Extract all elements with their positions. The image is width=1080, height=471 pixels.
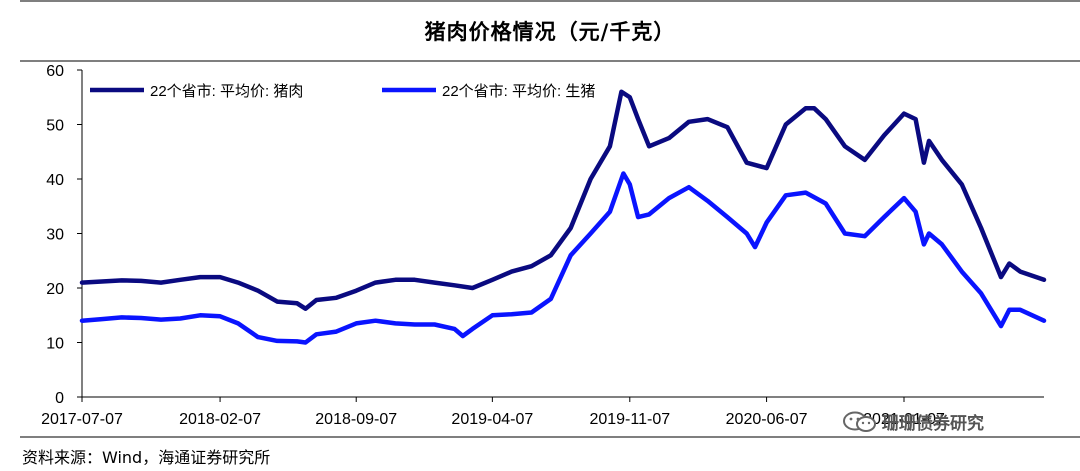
footer-divider: [20, 436, 1080, 438]
source-note: 资料来源：Wind，海通证券研究所: [22, 448, 271, 467]
y-tick-label: 60: [46, 63, 64, 80]
y-tick-label: 20: [46, 281, 64, 298]
series-line-1: [79, 89, 1047, 311]
x-tick-label: 2018-09-07: [315, 411, 397, 428]
series-line-2: [79, 171, 1047, 345]
y-tick-label: 30: [46, 227, 64, 244]
y-tick-label: 0: [55, 390, 64, 407]
wechat-icon: [843, 411, 876, 432]
x-tick-label: 2018-02-07: [179, 411, 261, 428]
legend-label-1: 22个省市: 平均价: 猪肉: [150, 83, 303, 100]
watermark-text: 珊珊债券研究: [882, 414, 984, 434]
watermark: 珊珊债券研究: [842, 409, 984, 434]
x-tick-label: 2021-01-07: [863, 411, 945, 428]
y-tick-label: 40: [46, 172, 64, 189]
y-tick-label: 10: [46, 336, 64, 353]
chart-area: 0 10 20 30 40 50 60 2017-07-07 2018-02-07 2018-09…: [0, 62, 1080, 437]
x-tick-label: 2019-04-07: [451, 411, 533, 428]
x-tick-label: 2017-07-07: [41, 411, 123, 428]
chart-title: 猪肉价格情况（元/千克）: [424, 19, 676, 44]
line-chart: 0 10 20 30 40 50 60 2017-07-07 2018-02-07 2018-09…: [41, 63, 1047, 428]
title-bar: 猪肉价格情况（元/千克）: [20, 0, 1080, 62]
legend-label-2: 22个省市: 平均价: 生猪: [442, 83, 595, 100]
x-tick-label: 2020-06-07: [726, 411, 808, 428]
x-tick-label: 2019-11-07: [589, 411, 670, 428]
y-tick-label: 50: [46, 118, 64, 135]
